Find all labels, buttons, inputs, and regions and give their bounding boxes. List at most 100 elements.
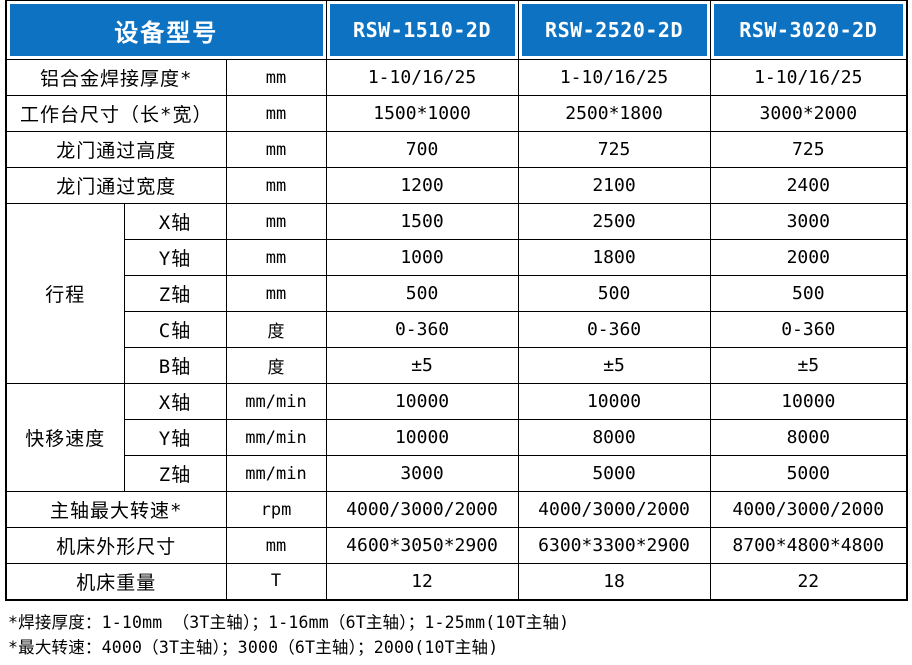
table-row-travel-c: C轴 度 0-360 0-360 0-360	[6, 311, 908, 348]
unit-cell: mm/min	[225, 419, 327, 456]
value-cell: 18	[517, 563, 711, 600]
axis-label: Y轴	[123, 239, 227, 276]
value-cell: 6300*3300*2900	[517, 527, 711, 564]
value-cell: 3000*2000	[709, 95, 908, 132]
value-cell: 2100	[517, 167, 711, 204]
value-cell: 500	[517, 275, 711, 312]
footnote-welding-thickness: *焊接厚度：1-10mm （3T主轴）；1-16mm（6T主轴）；1-25mm(…	[8, 612, 570, 632]
value-cell: 22	[709, 563, 908, 600]
value-cell: 2000	[709, 239, 908, 276]
value-cell: 700	[325, 131, 519, 168]
table-row-rapid-x: 快移速度 X轴 mm/min 10000 10000 10000	[5, 383, 908, 492]
value-cell: 1-10/16/25	[709, 59, 908, 96]
table-row-travel-y: Y轴 mm 1000 1800 2000	[6, 239, 908, 276]
value-cell: 2400	[709, 167, 908, 204]
device-model-title: 设备型号	[10, 4, 323, 56]
header-model-rsw-3020-2d: RSW-3020-2D	[709, 0, 908, 60]
unit-cell: mm	[225, 239, 327, 276]
axis-label: B轴	[123, 347, 227, 384]
value-cell: 8000	[709, 419, 908, 456]
value-cell: 725	[709, 131, 908, 168]
unit-cell: mm	[225, 131, 327, 168]
unit-cell: mm/min	[225, 383, 327, 420]
value-cell: 4000/3000/2000	[517, 491, 711, 528]
unit-cell: mm	[225, 527, 327, 564]
value-cell: 2500	[517, 203, 711, 240]
value-cell: 10000	[517, 383, 711, 420]
row-label: 龙门通过高度	[5, 131, 227, 168]
header-model-rsw-2520-2d: RSW-2520-2D	[517, 0, 711, 60]
value-cell: 1800	[517, 239, 711, 276]
table-row-welding-thickness: 铝合金焊接厚度* mm 1-10/16/25 1-10/16/25 1-10/1…	[5, 59, 908, 96]
unit-cell: mm	[225, 167, 327, 204]
table-row-travel-z: Z轴 mm 500 500 500	[6, 275, 908, 312]
header-model-rsw-1510-2d: RSW-1510-2D	[325, 0, 519, 60]
unit-cell: T	[225, 563, 327, 600]
table-row-travel-x: 行程 X轴 mm 1500 2500 3000	[5, 203, 908, 384]
unit-cell: 度	[225, 311, 327, 348]
axis-label: X轴	[123, 203, 227, 240]
axis-label: Z轴	[123, 455, 227, 492]
group-label-travel: 行程	[5, 203, 125, 384]
value-cell: 1-10/16/25	[517, 59, 711, 96]
unit-cell: 度	[225, 347, 327, 384]
row-label: 机床外形尺寸	[5, 527, 227, 564]
value-cell: 1500*1000	[325, 95, 519, 132]
table-row-rapid-y: Y轴 mm/min 10000 8000 8000	[6, 419, 908, 456]
unit-cell: mm/min	[225, 455, 327, 492]
unit-cell: mm	[225, 95, 327, 132]
group-label-rapid-speed: 快移速度	[5, 383, 125, 492]
table-row-travel-b: B轴 度 ±5 ±5 ±5	[6, 347, 908, 384]
value-cell: 5000	[517, 455, 711, 492]
unit-cell: mm	[225, 59, 327, 96]
unit-cell: mm	[225, 275, 327, 312]
model-name: RSW-2520-2D	[521, 4, 707, 56]
value-cell: 0-360	[709, 311, 908, 348]
value-cell: 1000	[325, 239, 519, 276]
table-row-worktable-size: 工作台尺寸（长*宽） mm 1500*1000 2500*1800 3000*2…	[5, 95, 908, 132]
value-cell: 4000/3000/2000	[709, 491, 908, 528]
footnote-max-spindle-speed: *最大转速：4000（3T主轴）；3000（6T主轴）；2000(10T主轴)	[8, 638, 499, 658]
row-label: 机床重量	[5, 563, 227, 600]
table-row-gantry-width: 龙门通过宽度 mm 1200 2100 2400	[5, 167, 908, 204]
model-name: RSW-1510-2D	[329, 4, 515, 56]
value-cell: 3000	[709, 203, 908, 240]
value-cell: 10000	[709, 383, 908, 420]
unit-cell: rpm	[225, 491, 327, 528]
value-cell: 3000	[325, 455, 519, 492]
value-cell: 10000	[325, 419, 519, 456]
value-cell: 1500	[325, 203, 519, 240]
value-cell: 4000/3000/2000	[325, 491, 519, 528]
value-cell: ±5	[709, 347, 908, 384]
axis-label: X轴	[123, 383, 227, 420]
unit-cell: mm	[225, 203, 327, 240]
row-label: 龙门通过宽度	[5, 167, 227, 204]
spec-table: 设备型号 RSW-1510-2D RSW-2520-2D RSW-3020-2D…	[5, 0, 909, 601]
header-row: 设备型号 RSW-1510-2D RSW-2520-2D RSW-3020-2D	[5, 0, 908, 60]
value-cell: 1200	[325, 167, 519, 204]
value-cell: ±5	[325, 347, 519, 384]
table-row-machine-dimensions: 机床外形尺寸 mm 4600*3050*2900 6300*3300*2900 …	[5, 527, 908, 564]
header-device-model: 设备型号	[5, 0, 327, 60]
value-cell: 12	[325, 563, 519, 600]
row-label: 工作台尺寸（长*宽）	[5, 95, 227, 132]
value-cell: 2500*1800	[517, 95, 711, 132]
footnotes: *焊接厚度：1-10mm （3T主轴）；1-16mm（6T主轴）；1-25mm(…	[5, 601, 912, 661]
axis-label: Z轴	[123, 275, 227, 312]
value-cell: 0-360	[517, 311, 711, 348]
row-label: 铝合金焊接厚度*	[5, 59, 227, 96]
axis-label: C轴	[123, 311, 227, 348]
value-cell: 8700*4800*4800	[709, 527, 908, 564]
value-cell: 8000	[517, 419, 711, 456]
table-row-machine-weight: 机床重量 T 12 18 22	[5, 563, 908, 600]
value-cell: 4600*3050*2900	[325, 527, 519, 564]
value-cell: 500	[709, 275, 908, 312]
value-cell: 500	[325, 275, 519, 312]
axis-label: Y轴	[123, 419, 227, 456]
table-row-rapid-z: Z轴 mm/min 3000 5000 5000	[6, 455, 908, 492]
row-label: 主轴最大转速*	[5, 491, 227, 528]
value-cell: 1-10/16/25	[325, 59, 519, 96]
value-cell: 5000	[709, 455, 908, 492]
table-row-gantry-height: 龙门通过高度 mm 700 725 725	[5, 131, 908, 168]
value-cell: ±5	[517, 347, 711, 384]
